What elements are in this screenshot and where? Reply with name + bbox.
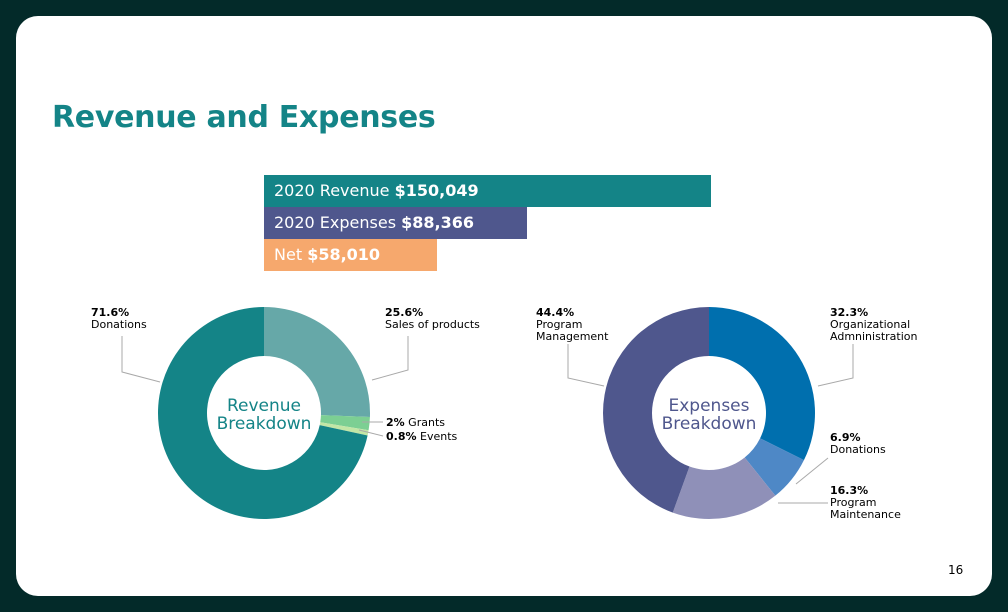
leader-line [567,344,605,387]
donut-slice-program-management [602,307,709,513]
slice-percent: 44.4% [536,306,574,319]
donut-center-label: Breakdown [217,414,312,434]
revenue-bar: 2020 Revenue $150,049 [264,175,711,207]
page-number: 16 [948,563,964,577]
expenses-value: $88,366 [401,213,475,232]
revenue-value: $150,049 [394,181,479,200]
donut-slice-sales-of-products [264,307,370,417]
donut-slice-program-maintenance [672,457,776,519]
slice-percent: 25.6% [385,306,423,319]
leader-line [795,457,829,485]
slice-label: Program [830,496,876,509]
page-title: Revenue and Expenses [52,100,436,135]
leader-line [121,336,161,383]
slice-percent: 16.3% [830,484,868,497]
slice-label: Program [536,318,582,331]
slice-percent: 32.3% [830,306,868,319]
donut-slice-organizational-admninistration [709,307,815,461]
donut-slice-events [319,422,369,436]
slice-label: Donations [91,318,147,331]
slice-label: Organizational [830,318,910,331]
donut-center-label: Breakdown [662,414,757,434]
slide [16,16,992,596]
donut-slice-donations [158,307,368,519]
slice-label: 0.8% Events [386,430,458,443]
donut-center-label: Expenses [669,396,750,416]
donut-slice-donations [744,438,804,496]
slice-percent: 71.6% [91,306,129,319]
net-bar: Net $58,010 [264,239,437,271]
leader-line [371,336,409,381]
slice-percent: 6.9% [830,431,861,444]
slice-label: Donations [830,443,886,456]
slice-label: Admninistration [830,330,917,343]
donut-slice-grants [320,415,370,431]
expenses-label: 2020 Expenses [274,213,397,232]
leader-line [817,344,854,387]
expenses-bar: 2020 Expenses $88,366 [264,207,528,239]
donut-center-label: Revenue [227,396,301,416]
leader-line [358,429,384,437]
slice-label: Maintenance [830,508,901,521]
slice-label: 2% Grants [386,416,445,429]
net-label: Net [274,245,303,264]
revenue-label: 2020 Revenue [274,181,390,200]
slice-label: Management [536,330,609,343]
net-value: $58,010 [307,245,381,264]
slice-label: Sales of products [385,318,480,331]
